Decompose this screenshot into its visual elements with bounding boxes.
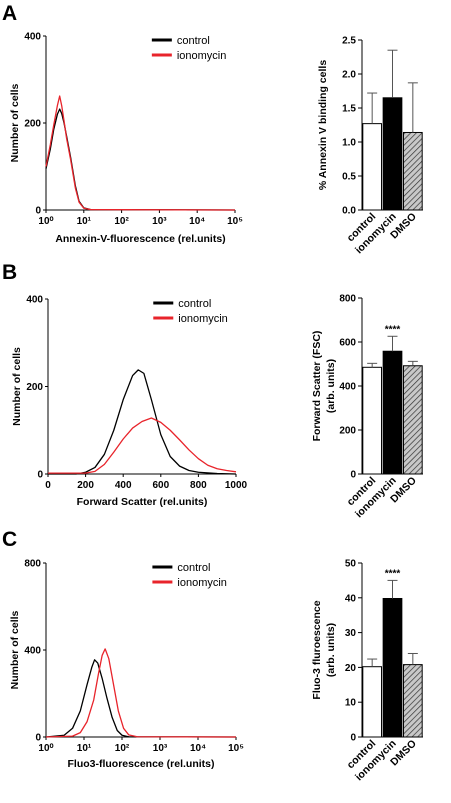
x-tick-label: 0 [45,480,51,491]
bar-ionomycin [382,597,403,738]
x-tick-label: 10⁵ [227,216,243,227]
x-tick-label: 10⁰ [38,743,53,754]
y-axis-label: Forward Scatter (FSC) (arb. units) [311,331,337,442]
x-tick-label: 10³ [152,216,167,227]
chart-a-bar: 0.00.51.01.52.02.5controlionomycinDMSO% … [317,36,423,256]
y-tick-label: 10 [345,698,357,709]
x-tick-label: 200 [77,480,94,491]
y-tick-label: 200 [339,426,356,437]
x-axis-label: Annexin-V-fluorescence (rel.units) [55,233,225,245]
y-axis-label: Number of cells [9,83,21,162]
x-axis-label: Forward Scatter (rel.units) [77,496,208,508]
y-tick-label: 400 [24,646,41,657]
y-tick-label: 30 [345,628,357,639]
y-axis-label: Number of cells [9,610,21,689]
y-tick-label: 0.0 [342,206,356,217]
significance-label: **** [385,568,401,579]
y-tick-label: 600 [339,338,356,349]
series-ionomycin-line [45,95,236,211]
chart-a-line: 0 200 400 10⁰ 10¹ 10² 10³ 10⁴ 10⁵Annexin-V-fluor… [9,32,243,246]
legend-label-control: control [178,298,211,310]
bar-ionomycin [382,350,403,475]
panel-label-c: C [2,528,17,551]
series-control-line [45,659,237,738]
legend-label-control: control [177,35,210,47]
panel-label-b: B [2,261,17,284]
x-tick-label: 10³ [153,743,168,754]
chart-c-line: 0 400 800 10⁰ 10¹ 10² 10³ 10⁴ 10⁵ Fluo3-fluoresce… [9,559,244,771]
significance-label: **** [385,324,401,335]
x-tick-label: 1000 [225,480,248,491]
y-tick-label: 2.0 [342,70,356,81]
x-tick-label: 600 [152,480,169,491]
y-tick-label: 0 [35,206,41,217]
y-tick-label: 1.0 [342,138,356,149]
y-tick-label: 1.5 [342,104,356,115]
chart-b-bar: 0200400600800control****ionomycinDMSOFor… [311,294,423,520]
bar-control [362,366,383,475]
bar-control [362,666,383,738]
y-axis-label: Fluo-3 fluroescence (arb. units) [311,600,337,699]
bar-control [362,123,383,211]
legend-label-ionomycin: ionomycin [177,577,227,589]
x-tick-label: 10⁴ [189,216,205,227]
y-axis-label: % Annexin V binding cells [317,60,329,190]
x-tick-label: 10⁴ [190,743,206,754]
series-ionomycin-line [45,648,237,738]
y-tick-label: 0 [35,733,41,744]
series-control-line [45,108,236,211]
chart-b-line: 0 200 400 0 200 400 600 800 1000 Forward Scatter … [11,295,248,509]
y-tick-label: 0 [37,470,43,481]
bar-DMSO [402,131,423,211]
x-tick-label: 10¹ [77,743,92,754]
bar-DMSO [402,365,423,475]
y-tick-label: 200 [24,119,41,130]
y-tick-label: 40 [345,593,357,604]
y-tick-label: 2.5 [342,36,356,47]
x-tick-label: 10² [114,216,129,227]
x-tick-label: 10¹ [77,216,92,227]
legend-label-control: control [177,562,210,574]
x-axis-label: Fluo3-fluorescence (rel.units) [67,758,214,770]
y-tick-label: 0 [350,733,356,744]
bar-DMSO [402,664,423,738]
y-tick-label: 200 [26,382,43,393]
y-tick-label: 800 [339,294,356,305]
y-tick-label: 0 [350,470,356,481]
x-tick-label: 400 [115,480,132,491]
y-tick-label: 400 [26,295,43,306]
y-tick-label: 400 [339,382,356,393]
x-tick-label: 10⁵ [228,743,244,754]
legend-label-ionomycin: ionomycin [178,313,228,325]
y-tick-label: 800 [24,559,41,570]
chart-c-bar: 01020304050control****ionomycinDMSOFluo-… [311,559,423,783]
y-axis-label: Number of cells [11,347,23,426]
series-ionomycin-line [48,417,237,474]
x-tick-label: 10⁰ [38,216,53,227]
y-tick-label: 20 [345,663,357,674]
bar-ionomycin [382,97,403,211]
x-tick-label: 10² [115,743,130,754]
x-tick-label: 800 [190,480,207,491]
legend-label-ionomycin: ionomycin [177,50,227,62]
y-tick-label: 0.5 [342,172,356,183]
series-control-line [48,369,237,475]
y-tick-label: 50 [345,559,357,570]
panel-label-a: A [2,2,17,25]
y-tick-label: 400 [24,32,41,43]
